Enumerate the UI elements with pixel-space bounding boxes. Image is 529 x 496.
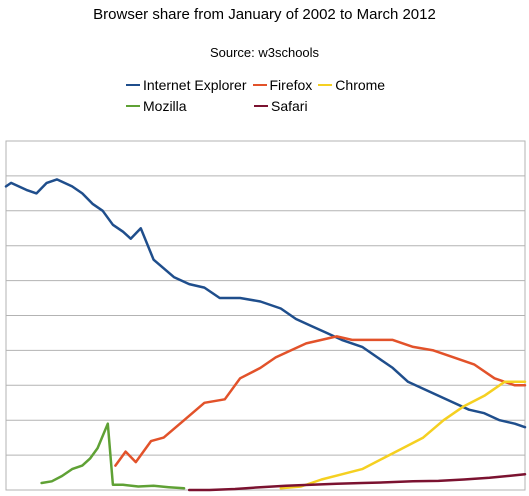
series-line-internet-explorer <box>4 178 527 429</box>
chart-subtitle: Source: w3schools <box>209 45 320 60</box>
legend-row-2: Mozilla Safari <box>126 98 314 114</box>
legend-swatch-mozilla <box>126 105 140 107</box>
legend-label-chrome: Chrome <box>335 77 386 93</box>
legend-item-chrome: Chrome <box>318 77 385 93</box>
chart-title: Browser share from January of 2002 to Ma… <box>93 6 436 23</box>
legend-item-internet-explorer: Internet Explorer <box>126 77 247 93</box>
legend-label-internet-explorer: Internet Explorer <box>143 77 247 93</box>
legend-swatch-chrome <box>318 84 333 86</box>
legend-item-safari: Safari <box>254 98 308 114</box>
legend-swatch-firefox <box>252 84 267 86</box>
series-line-safari <box>187 473 527 492</box>
legend-swatch-internet-explorer <box>126 84 140 86</box>
legend-item-firefox: Firefox <box>252 77 313 93</box>
series-line-firefox <box>114 335 527 467</box>
legend-item-mozilla: Mozilla <box>126 98 248 114</box>
series-line-chrome <box>279 380 527 490</box>
legend-swatch-safari <box>254 105 268 107</box>
legend-label-firefox: Firefox <box>269 77 313 93</box>
legend-label-mozilla: Mozilla <box>143 98 187 114</box>
series-line-mozilla <box>40 422 186 490</box>
legend: Internet Explorer Firefox Chrome <box>126 77 391 93</box>
legend-label-safari: Safari <box>271 98 308 114</box>
